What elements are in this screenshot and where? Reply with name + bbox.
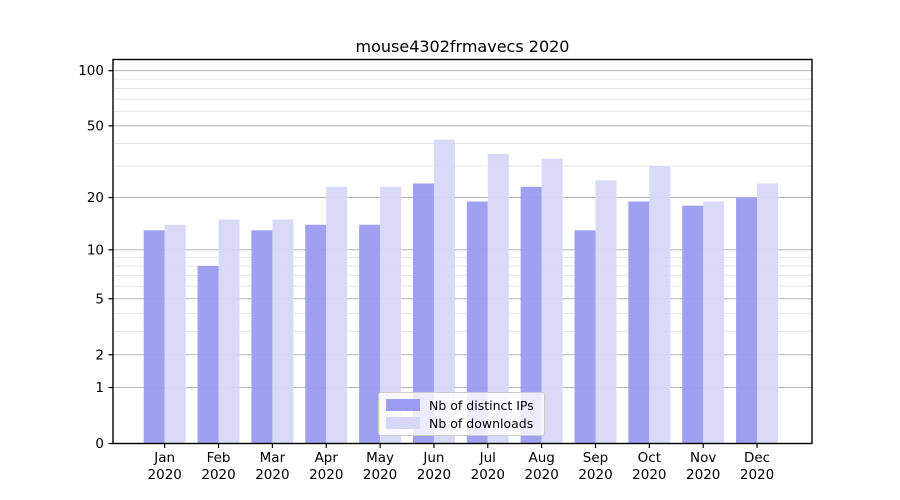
legend-label-downloads: Nb of downloads <box>429 415 534 431</box>
y-tick-label-10: 10 <box>87 242 104 258</box>
x-tick-label-jun: Jun 2020 <box>417 450 451 483</box>
x-tick-label-feb: Feb 2020 <box>201 450 235 483</box>
distinct-ips-swatch-icon <box>386 399 420 411</box>
bar-aug-downloads <box>541 158 563 444</box>
x-tick-label-aug: Aug 2020 <box>524 450 558 483</box>
legend-item-downloads: Nb of downloads <box>386 415 544 431</box>
x-tick-label-nov: Nov 2020 <box>686 450 720 483</box>
x-tick-label-sep: Sep 2020 <box>578 450 612 483</box>
bar-oct-downloads <box>649 166 671 444</box>
x-tick-label-apr: Apr 2020 <box>309 450 343 483</box>
bar-may-downloads <box>380 186 402 444</box>
bar-feb-distinct-ips <box>197 266 219 444</box>
bar-jul-distinct-ips <box>466 201 488 444</box>
bar-feb-downloads <box>218 219 240 444</box>
x-tick-label-oct: Oct 2020 <box>632 450 666 483</box>
bar-apr-downloads <box>326 186 348 444</box>
bar-aug-distinct-ips <box>520 186 542 444</box>
y-tick-label-50: 50 <box>87 118 104 134</box>
chart-title: mouse4302frmavecs 2020 <box>355 37 570 56</box>
bar-jan-downloads <box>164 224 186 444</box>
x-tick-label-mar: Mar 2020 <box>255 450 289 483</box>
legend-label-distinct-ips: Nb of distinct IPs <box>429 397 534 413</box>
bar-may-distinct-ips <box>359 224 381 444</box>
y-tick-label-2: 2 <box>95 347 104 363</box>
plot-frame <box>112 58 813 445</box>
y-tick-label-20: 20 <box>87 190 104 206</box>
bar-mar-distinct-ips <box>251 230 273 444</box>
y-tick-label-1: 1 <box>95 380 104 396</box>
downloads-swatch-icon <box>386 417 420 429</box>
x-tick-label-dec: Dec 2020 <box>740 450 774 483</box>
bar-nov-downloads <box>703 201 725 444</box>
bar-jul-downloads <box>487 154 509 444</box>
x-tick-label-jul: Jul 2020 <box>471 450 505 483</box>
x-tick-label-jan: Jan 2020 <box>148 450 182 483</box>
legend-item-distinct-ips: Nb of distinct IPs <box>386 397 544 413</box>
bar-apr-distinct-ips <box>305 224 327 444</box>
y-tick-label-5: 5 <box>95 291 104 307</box>
bar-oct-distinct-ips <box>628 201 650 444</box>
bar-dec-downloads <box>757 183 779 444</box>
bar-mar-downloads <box>272 219 294 444</box>
bar-jun-distinct-ips <box>412 183 434 444</box>
bar-jan-distinct-ips <box>143 230 165 444</box>
bar-sep-downloads <box>595 180 617 444</box>
bar-jun-downloads <box>433 139 455 444</box>
legend: Nb of distinct IPs Nb of downloads <box>378 392 545 436</box>
bar-dec-distinct-ips <box>736 197 758 444</box>
bar-sep-distinct-ips <box>574 230 596 444</box>
x-tick-label-may: May 2020 <box>363 450 397 483</box>
y-tick-label-100: 100 <box>78 63 104 79</box>
bar-nov-distinct-ips <box>682 205 704 444</box>
y-tick-label-0: 0 <box>95 436 104 452</box>
